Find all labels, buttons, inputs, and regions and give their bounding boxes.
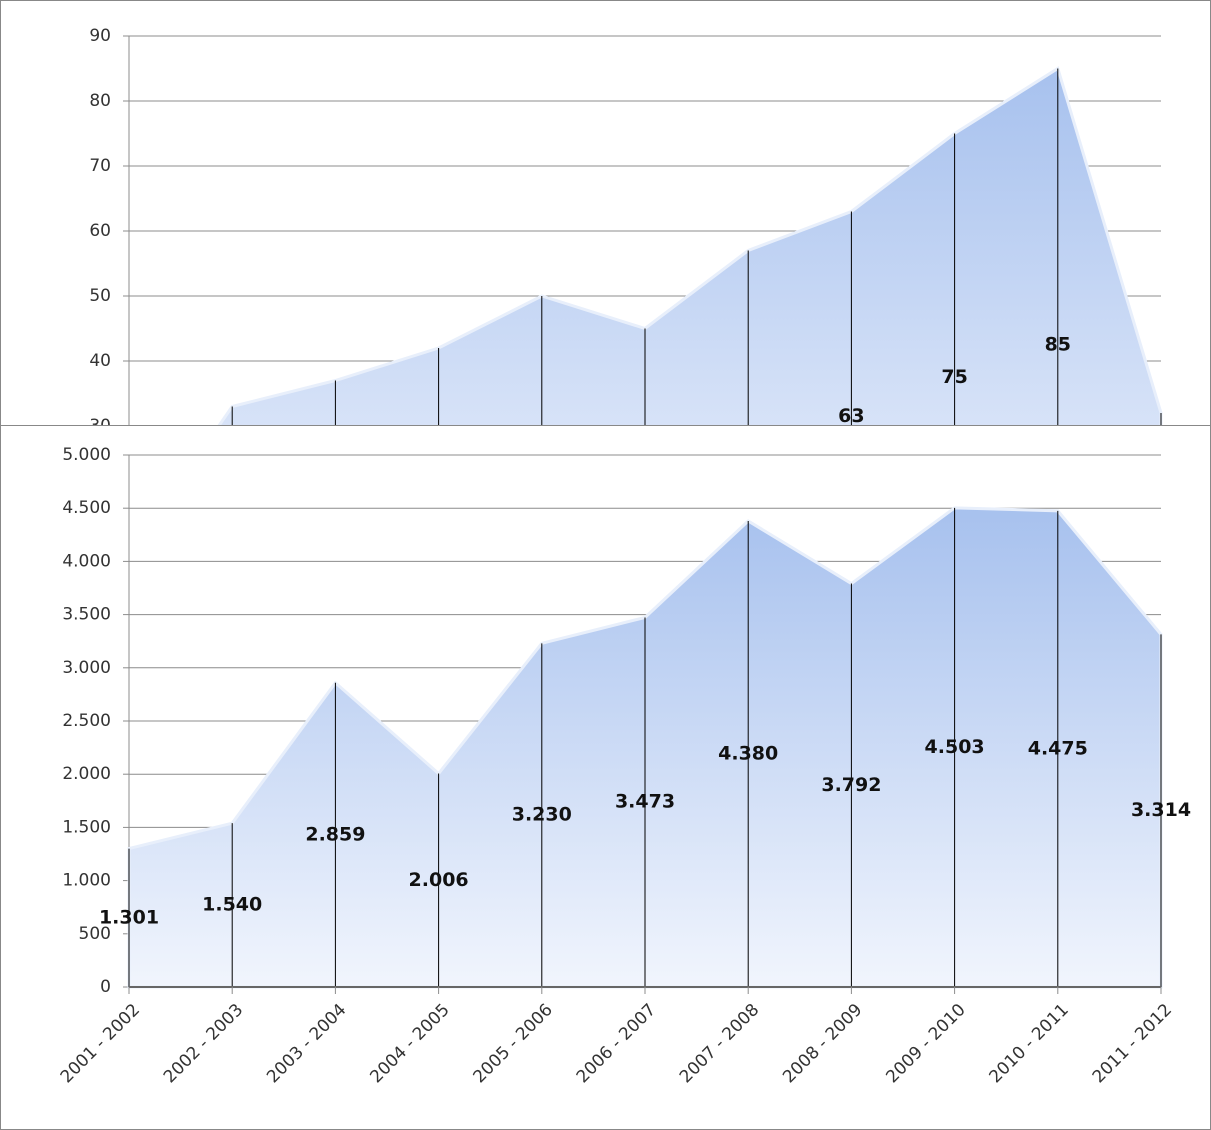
bottom-chart-window: 0 500 1.000 1.500 2.000 2.500 3.000 3.500 4.000 4… (0, 425, 1211, 1130)
x-tick-label: 2004 - 2005 (366, 1000, 453, 1087)
value-label: 3.230 (512, 804, 572, 826)
value-label: 75 (941, 366, 967, 388)
value-label: 3.792 (821, 774, 881, 796)
y-tick-label: 1.500 (62, 817, 111, 837)
y-tick-label: 1.000 (62, 871, 111, 891)
y-tick-label: 3.500 (62, 605, 111, 625)
y-tick-label: 4.500 (62, 498, 111, 518)
x-tick-label: 2010 - 2011 (986, 1000, 1073, 1087)
y-tick-label: 5.000 (62, 445, 111, 465)
value-label: 63 (838, 405, 864, 426)
x-tick-label: 2003 - 2004 (263, 1000, 350, 1087)
y-tick-label: 2.500 (62, 711, 111, 731)
y-tick-label: 500 (79, 924, 111, 944)
x-tick-label: 2007 - 2008 (676, 1000, 763, 1087)
y-tick-label: 0 (100, 977, 111, 997)
value-label: 3.473 (615, 791, 675, 813)
y-tick-label: 60 (89, 221, 111, 241)
x-tick-label: 2009 - 2010 (882, 1000, 969, 1087)
y-tick-label: 2.000 (62, 764, 111, 784)
area (216, 66, 1163, 426)
x-tick-label: 2006 - 2007 (573, 1000, 660, 1087)
value-label: 4.503 (925, 736, 985, 758)
value-label: 4.380 (718, 742, 778, 764)
x-tick-label: 2005 - 2006 (470, 1000, 557, 1087)
y-tick-label: 30 (89, 416, 111, 426)
value-label: 1.301 (99, 906, 159, 928)
value-label: 1.540 (202, 894, 262, 916)
x-tick-label: 2011 - 2012 (1089, 1000, 1176, 1087)
x-tick-label: 2001 - 2002 (57, 1000, 144, 1087)
y-tick-label: 80 (89, 91, 111, 111)
y-tick-label: 50 (89, 286, 111, 306)
x-tick-label: 2008 - 2009 (779, 1000, 866, 1087)
value-label: 2.006 (409, 869, 469, 891)
value-label: 4.475 (1028, 737, 1088, 759)
y-tick-label: 4.000 (62, 551, 111, 571)
value-label: 85 (1045, 333, 1071, 355)
y-tick-label: 3.000 (62, 658, 111, 678)
value-label: 3.314 (1131, 799, 1191, 821)
y-tick-label: 70 (89, 156, 111, 176)
y-tick-label: 40 (89, 351, 111, 371)
x-tick-label: 2002 - 2003 (160, 1000, 247, 1087)
top-chart-window: 0102030405060708090103337425045576375853… (0, 0, 1211, 426)
y-tick-label: 90 (89, 26, 111, 46)
value-label: 2.859 (305, 823, 365, 845)
